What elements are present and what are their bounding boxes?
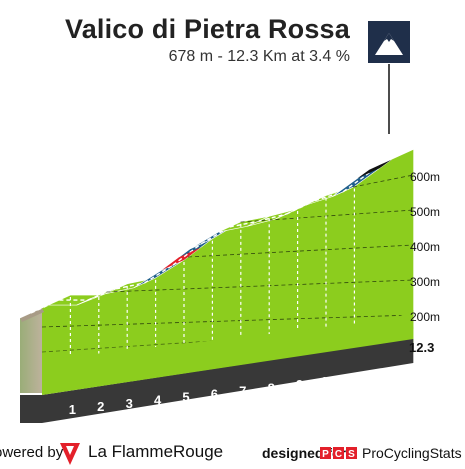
km-marker-label: 6 <box>211 387 218 402</box>
mountain-summit-icon <box>368 21 410 63</box>
altitude-tick-label: 400m <box>410 240 440 254</box>
svg-text:P: P <box>322 449 329 459</box>
top-strip-centerline <box>201 226 231 245</box>
climb-profile-chart: 3.70.03.21.75.16.14.81.62.13.82.65.9 123… <box>19 21 440 423</box>
top-strip-centerline <box>87 288 117 301</box>
km-marker-label: 11 <box>350 371 364 386</box>
profile-layer <box>20 149 414 393</box>
altitude-gridline <box>352 174 414 188</box>
top-strip-centerline <box>258 213 287 222</box>
svg-text:C: C <box>335 449 342 459</box>
altitude-tick-label: 500m <box>410 205 440 219</box>
altitude-gridline <box>106 279 414 293</box>
altitude-tick-label: 300m <box>410 275 440 289</box>
chart-title: Valico di Pietra Rossa <box>64 14 350 44</box>
top-strip-centerline <box>144 264 174 284</box>
km-marker-label: 3 <box>126 396 133 411</box>
top-strip-summit-block <box>357 159 392 179</box>
base-band <box>20 310 414 423</box>
km-marker-label: 4 <box>154 393 162 408</box>
pcs-logo-icon: P C S <box>320 447 357 459</box>
km-marker-label: 7 <box>239 383 246 398</box>
profile-start-side <box>20 307 42 393</box>
km-marker-label: 8 <box>268 380 275 395</box>
km-marker-label: 1 <box>69 402 76 417</box>
total-length-label: 12.3 <box>409 340 434 355</box>
top-strip-centerline <box>172 251 191 266</box>
km-markers: 1 2 3 4 5 6 7 8 9 10 11 <box>69 371 363 417</box>
chart-subtitle: 678 m - 12.3 Km at 3.4 % <box>168 48 350 65</box>
profile-start-cap <box>20 307 44 322</box>
top-strip-centerline <box>30 299 60 314</box>
top-strip-centerline <box>286 200 316 215</box>
footer: owered by La FlammeRouge designed for P … <box>0 438 465 469</box>
top-strip-centerline <box>229 220 259 228</box>
la-flammerouge-brand[interactable]: La FlammeRouge <box>88 442 224 461</box>
powered-by-text: owered by <box>0 444 64 461</box>
altitude-tick-labels: 200m 300m 400m 500m 600m 12.3 <box>409 170 440 355</box>
altitude-tick-label: 200m <box>410 310 440 324</box>
altitude-gridline <box>41 314 414 328</box>
procyclingstats-brand[interactable]: ProCyclingStats <box>362 445 462 461</box>
km-marker-label: 10 <box>321 374 335 389</box>
flame-logo-icon <box>60 443 80 465</box>
km-marker-label: 9 <box>296 377 303 392</box>
profile-front-lower <box>42 310 414 395</box>
km-marker-label: 5 <box>182 390 189 405</box>
svg-text:S: S <box>348 449 355 459</box>
base-band-shape <box>20 339 414 423</box>
profile-area <box>42 149 414 363</box>
km-marker-label: 2 <box>97 399 104 414</box>
altitude-tick-label: 600m <box>410 170 440 184</box>
altitude-gridline <box>188 244 414 258</box>
profile-top-strip <box>19 159 392 319</box>
